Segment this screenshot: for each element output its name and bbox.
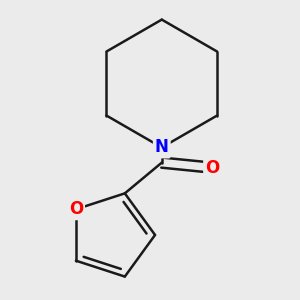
Text: N: N: [155, 139, 169, 157]
Text: O: O: [69, 200, 83, 218]
Text: O: O: [205, 159, 219, 177]
